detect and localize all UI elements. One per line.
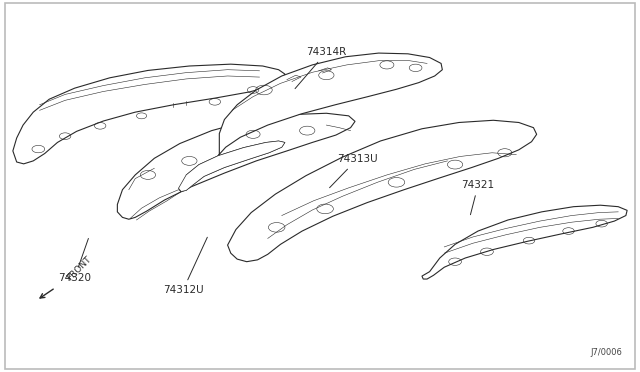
Text: J7/0006: J7/0006 [591,347,623,357]
Text: 74320: 74320 [58,238,91,283]
Polygon shape [228,120,537,262]
Text: FRONT: FRONT [65,254,93,282]
Text: 74314R: 74314R [295,47,346,89]
Text: 74312U: 74312U [163,237,207,295]
Polygon shape [179,141,285,192]
Polygon shape [117,113,355,219]
Polygon shape [422,205,627,279]
Text: 74313U: 74313U [330,154,377,188]
Text: 74321: 74321 [461,180,495,215]
Polygon shape [217,53,442,164]
Polygon shape [13,64,285,164]
